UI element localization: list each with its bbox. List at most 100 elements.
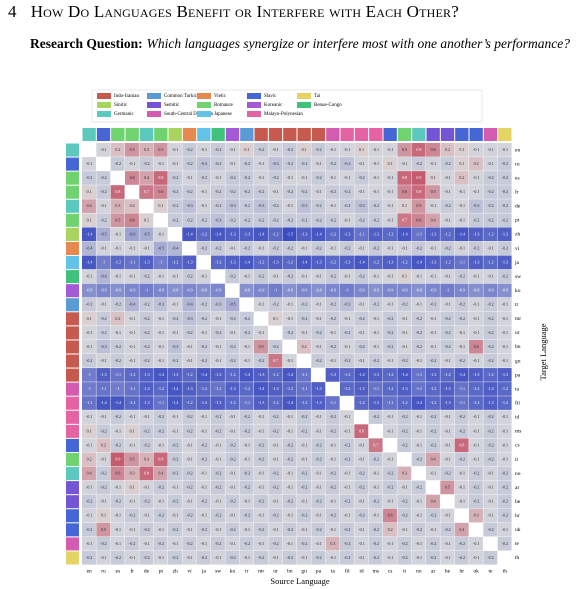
cell-label: 0.1 — [431, 175, 436, 180]
cell-label: -1 — [87, 372, 90, 377]
heat-cell — [368, 466, 383, 481]
heat-cell — [411, 438, 426, 453]
x-tick-label: ms — [373, 568, 379, 574]
heat-cell — [497, 452, 512, 467]
y-tick-label: es — [515, 175, 520, 181]
cell-label: -0.1 — [430, 245, 436, 250]
heat-cell — [454, 185, 469, 199]
heat-cell — [483, 199, 498, 213]
cell-label: -0.2 — [258, 189, 264, 194]
cell-label: -0.2 — [330, 485, 336, 490]
cell-label: -0.1 — [502, 527, 508, 532]
cell-label: -0.2 — [143, 274, 149, 279]
family-strip-top — [383, 128, 397, 141]
heat-cell — [354, 494, 369, 509]
cell-label: -1.3 — [502, 372, 508, 377]
heat-cell — [254, 325, 268, 340]
heat-cell — [368, 452, 383, 467]
family-strip-top — [96, 128, 111, 141]
heat-cell — [383, 410, 397, 424]
cell-label: -0.1 — [459, 344, 465, 349]
heat-cell — [254, 382, 268, 396]
cell-label: -0.1 — [301, 274, 307, 279]
cell-label: -0.2 — [244, 217, 250, 222]
heat-cell — [497, 255, 512, 270]
heat-cell — [354, 438, 369, 453]
heat-cell — [268, 438, 283, 453]
heat-cell — [325, 339, 340, 354]
heat-cell — [96, 466, 111, 481]
heat-cell — [139, 255, 154, 270]
heat-cell — [225, 143, 240, 157]
cell-label: -0.1 — [158, 358, 164, 363]
cell-label: -0.2 — [416, 245, 422, 250]
heat-cell — [368, 269, 383, 284]
cell-label: -0.1 — [387, 274, 393, 279]
heat-cell — [411, 424, 426, 438]
heat-cell — [497, 354, 512, 368]
cell-label: -0.2 — [186, 217, 192, 222]
cell-label: -0.1 — [143, 541, 149, 546]
heat-cell — [454, 213, 469, 227]
heat-cell — [440, 396, 455, 410]
heat-cell — [168, 213, 182, 227]
cell-label: -0.1 — [100, 147, 106, 152]
cell-label: -0.1 — [143, 513, 149, 518]
empty-cell — [153, 213, 168, 228]
heat-cell — [383, 255, 397, 270]
cell-label: -0.2 — [315, 217, 321, 222]
cell-label: -1.2 — [430, 400, 436, 405]
heat-cell — [225, 368, 240, 382]
heat-cell — [397, 410, 412, 424]
family-strip-left — [66, 227, 79, 241]
heat-cell — [282, 382, 297, 396]
cell-label: -0.2 — [143, 330, 149, 335]
cell-label: -0.2 — [244, 316, 250, 321]
cell-label: -0.2 — [201, 217, 207, 222]
heat-cell — [397, 325, 412, 340]
cell-label: -0.2 — [287, 147, 293, 152]
cell-label: -0.2 — [229, 499, 235, 504]
cell-label: -0.1 — [387, 499, 393, 504]
cell-label: -1.3 — [143, 400, 149, 405]
heat-cell — [182, 508, 197, 523]
heat-cell — [340, 143, 354, 157]
heat-cell — [168, 143, 182, 157]
heat-cell — [182, 199, 197, 213]
heat-cell — [383, 311, 397, 326]
heat-cell — [483, 410, 498, 424]
cell-label: -0.2 — [272, 485, 278, 490]
heat-cell — [325, 143, 340, 157]
heat-cell — [254, 452, 268, 467]
heat-cell — [125, 396, 139, 410]
cell-label: 0.5 — [416, 203, 421, 208]
heat-cell — [454, 382, 469, 396]
heat-cell — [426, 325, 440, 340]
cell-label: -1.4 — [459, 231, 465, 236]
heat-cell — [411, 382, 426, 396]
cell-label: -0.1 — [244, 555, 250, 560]
cell-label: -0.1 — [100, 358, 106, 363]
heat-cell — [454, 410, 469, 424]
heat-cell — [82, 269, 96, 284]
cell-label: -0.1 — [430, 161, 436, 166]
cell-label: 0.8 — [459, 442, 464, 447]
x-tick-label: en — [87, 568, 92, 574]
cell-label: -0.1 — [100, 245, 106, 250]
cell-label: -1.4 — [186, 231, 192, 236]
cell-label: -0.1 — [287, 414, 293, 419]
heat-cell — [153, 480, 168, 495]
heat-cell — [211, 536, 225, 551]
cell-label: -1.4 — [287, 400, 293, 405]
empty-cell — [196, 255, 211, 270]
cell-label: -0.1 — [86, 161, 92, 166]
cell-label: -0.1 — [401, 344, 407, 349]
cell-label: -0.2 — [215, 147, 221, 152]
heat-cell — [196, 227, 211, 242]
cell-label: -0.2 — [373, 414, 379, 419]
cell-label: -0.2 — [487, 217, 493, 222]
cell-label: -0.1 — [344, 428, 350, 433]
x-tick-label: te — [489, 568, 494, 574]
cell-label: 0.1 — [273, 316, 278, 321]
cell-label: -1.1 — [86, 400, 92, 405]
